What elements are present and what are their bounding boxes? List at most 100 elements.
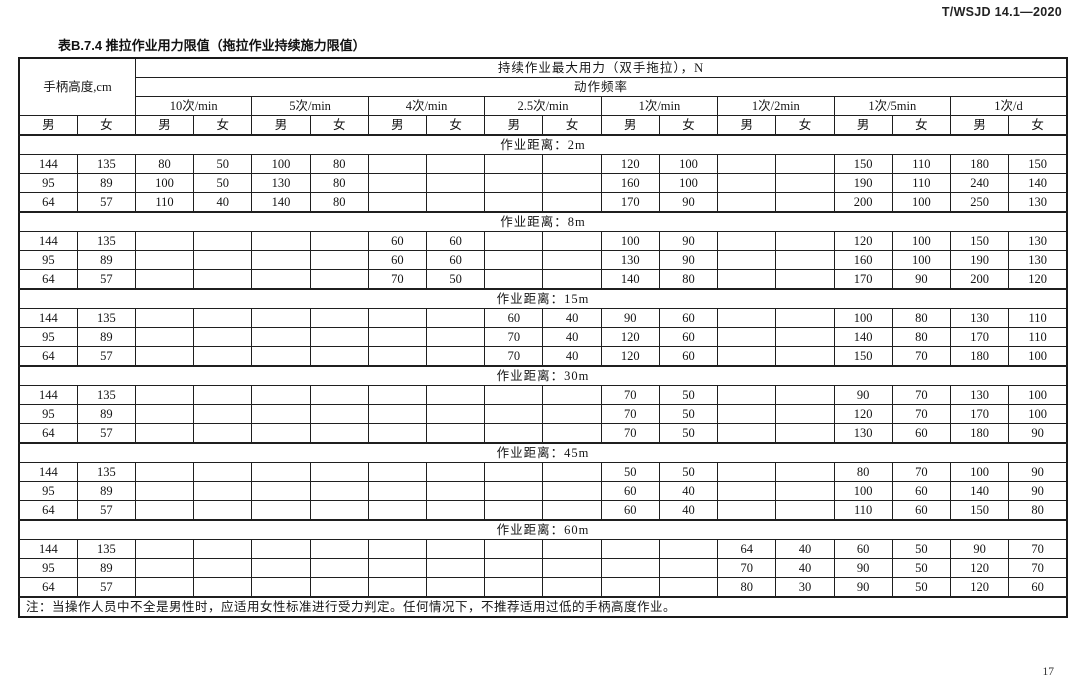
data-cell: 70 [891, 385, 952, 405]
data-cell: 110 [1008, 327, 1068, 347]
data-cell: 50 [658, 423, 719, 444]
data-cell [717, 346, 777, 367]
data-cell: 60 [367, 231, 428, 251]
data-cell: 57 [76, 500, 136, 521]
data-cell [134, 250, 195, 270]
data-cell: 70 [1008, 539, 1068, 559]
data-cell [426, 346, 486, 367]
section-distance-header-5: 作业距离：60m [18, 519, 1068, 540]
data-cell: 60 [891, 481, 952, 501]
data-cell [484, 173, 544, 193]
data-cell [193, 462, 253, 482]
data-cell [542, 423, 602, 444]
data-cell [193, 346, 253, 367]
data-cell: 130 [1008, 192, 1068, 213]
data-cell [193, 404, 253, 424]
data-cell [134, 385, 195, 405]
sex-col-header-male: 男 [251, 115, 311, 136]
data-cell [309, 250, 369, 270]
data-cell: 50 [426, 269, 486, 290]
data-cell [367, 192, 428, 213]
data-cell: 100 [658, 154, 719, 174]
data-cell [542, 192, 602, 213]
data-cell [426, 577, 486, 598]
data-cell [367, 558, 428, 578]
data-cell [426, 173, 486, 193]
data-cell [251, 577, 311, 598]
data-cell: 80 [833, 462, 893, 482]
data-cell [134, 404, 195, 424]
data-cell: 50 [600, 462, 660, 482]
data-cell [775, 173, 835, 193]
data-cell [251, 231, 311, 251]
data-cell: 80 [891, 327, 952, 347]
data-cell: 120 [600, 327, 660, 347]
data-cell [775, 154, 835, 174]
sex-col-header-female: 女 [891, 115, 952, 136]
data-cell: 100 [891, 231, 952, 251]
data-cell: 60 [600, 481, 660, 501]
data-cell [426, 423, 486, 444]
data-cell: 130 [1008, 231, 1068, 251]
data-cell [367, 500, 428, 521]
data-cell [426, 308, 486, 328]
data-cell: 190 [949, 250, 1010, 270]
data-cell [309, 308, 369, 328]
data-cell: 70 [717, 558, 777, 578]
data-cell: 57 [76, 423, 136, 444]
data-cell: 90 [658, 250, 719, 270]
data-cell [426, 462, 486, 482]
data-cell: 150 [949, 231, 1010, 251]
data-cell: 135 [76, 154, 136, 174]
data-cell [367, 346, 428, 367]
data-cell [426, 327, 486, 347]
data-cell: 140 [1008, 173, 1068, 193]
data-cell [775, 404, 835, 424]
data-cell: 200 [833, 192, 893, 213]
data-cell: 90 [833, 558, 893, 578]
data-cell: 40 [775, 558, 835, 578]
data-cell: 40 [775, 539, 835, 559]
data-cell: 80 [309, 154, 369, 174]
data-cell: 89 [76, 558, 136, 578]
data-cell [367, 385, 428, 405]
data-cell: 135 [76, 539, 136, 559]
data-cell: 140 [600, 269, 660, 290]
data-cell [251, 327, 311, 347]
frequency-col-header-7: 1次/d [950, 96, 1068, 116]
data-cell: 64 [18, 577, 78, 598]
data-cell [367, 481, 428, 501]
data-cell: 170 [833, 269, 893, 290]
data-cell [542, 558, 602, 578]
data-cell [426, 500, 486, 521]
data-cell [542, 539, 602, 559]
data-cell: 60 [658, 327, 719, 347]
data-cell: 140 [833, 327, 893, 347]
data-cell: 40 [542, 308, 602, 328]
data-cell [542, 577, 602, 598]
page-number: 17 [1042, 666, 1055, 678]
data-cell [193, 539, 253, 559]
data-cell: 60 [367, 250, 428, 270]
data-cell: 100 [949, 462, 1010, 482]
data-cell: 170 [949, 404, 1010, 424]
data-cell: 110 [891, 154, 952, 174]
data-cell [484, 404, 544, 424]
data-cell: 130 [600, 250, 660, 270]
force-limit-table: 手柄高度,cm 持续作业最大用力（双手拖拉），N 动作频率 10次/min 5次/min… [18, 57, 1068, 618]
data-cell: 160 [600, 173, 660, 193]
sex-col-header-female: 女 [542, 115, 602, 136]
data-cell: 100 [891, 250, 952, 270]
data-cell [542, 404, 602, 424]
data-cell [134, 500, 195, 521]
sex-col-header-female: 女 [309, 115, 369, 136]
data-cell [251, 481, 311, 501]
data-cell: 50 [193, 173, 253, 193]
data-cell [717, 404, 777, 424]
data-cell: 70 [891, 346, 952, 367]
data-cell [717, 385, 777, 405]
data-cell: 40 [658, 481, 719, 501]
data-cell: 130 [251, 173, 311, 193]
data-cell [426, 154, 486, 174]
data-cell [367, 423, 428, 444]
